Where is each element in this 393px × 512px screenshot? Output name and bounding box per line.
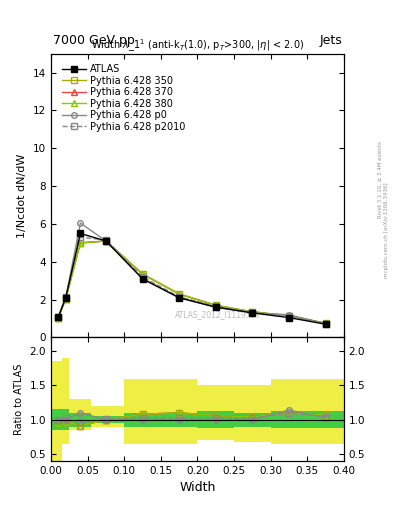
Line: Pythia 6.428 370: Pythia 6.428 370 — [56, 238, 329, 326]
Pythia 6.428 p2010 — [250, 309, 255, 315]
Pythia 6.428 350 — [286, 313, 291, 319]
Legend: ATLAS, Pythia 6.428 350, Pythia 6.428 370, Pythia 6.428 380, Pythia 6.428 p0, Py: ATLAS, Pythia 6.428 350, Pythia 6.428 37… — [59, 61, 188, 135]
Pythia 6.428 p0 — [177, 295, 182, 301]
Pythia 6.428 p0 — [323, 321, 328, 327]
Pythia 6.428 p2010 — [140, 274, 145, 280]
Pythia 6.428 370 — [78, 240, 83, 246]
ATLAS — [213, 304, 218, 310]
Pythia 6.428 350 — [213, 302, 218, 308]
Pythia 6.428 380 — [140, 271, 145, 277]
Line: Pythia 6.428 380: Pythia 6.428 380 — [56, 238, 329, 326]
Pythia 6.428 350 — [250, 309, 255, 315]
Line: ATLAS: ATLAS — [56, 230, 329, 327]
Text: ATLAS_2012_I1119557: ATLAS_2012_I1119557 — [175, 310, 261, 319]
Pythia 6.428 380 — [250, 309, 255, 315]
Pythia 6.428 p2010 — [56, 313, 61, 319]
Pythia 6.428 p2010 — [63, 294, 68, 300]
Pythia 6.428 380 — [63, 295, 68, 302]
Pythia 6.428 370 — [323, 320, 328, 326]
ATLAS — [323, 321, 328, 327]
Y-axis label: 1/Ncdot dN/dW: 1/Ncdot dN/dW — [17, 154, 28, 238]
Pythia 6.428 p0 — [63, 295, 68, 301]
Pythia 6.428 p0 — [140, 276, 145, 282]
Y-axis label: Ratio to ATLAS: Ratio to ATLAS — [14, 364, 24, 435]
Pythia 6.428 p0 — [56, 313, 61, 319]
Pythia 6.428 350 — [78, 240, 83, 246]
Pythia 6.428 370 — [286, 313, 291, 319]
Pythia 6.428 380 — [78, 240, 83, 246]
Pythia 6.428 350 — [323, 320, 328, 326]
Pythia 6.428 350 — [56, 314, 61, 321]
Pythia 6.428 380 — [104, 238, 108, 244]
Pythia 6.428 350 — [177, 291, 182, 297]
Pythia 6.428 350 — [104, 238, 108, 244]
ATLAS — [250, 310, 255, 316]
Pythia 6.428 p2010 — [104, 237, 108, 243]
Pythia 6.428 370 — [56, 314, 61, 321]
Text: mcplots.cern.ch [arXiv:1306.3436]: mcplots.cern.ch [arXiv:1306.3436] — [384, 183, 389, 278]
Text: Jets: Jets — [320, 34, 343, 47]
ATLAS — [286, 314, 291, 321]
Pythia 6.428 p2010 — [177, 294, 182, 300]
ATLAS — [104, 238, 108, 244]
Pythia 6.428 370 — [213, 302, 218, 308]
Pythia 6.428 370 — [63, 295, 68, 302]
Pythia 6.428 p0 — [250, 310, 255, 316]
Line: Pythia 6.428 350: Pythia 6.428 350 — [56, 238, 329, 326]
Pythia 6.428 p2010 — [78, 234, 83, 240]
Pythia 6.428 380 — [56, 314, 61, 321]
Text: Rivet 3.1.10, ≥ 3.4M events: Rivet 3.1.10, ≥ 3.4M events — [378, 141, 383, 218]
Pythia 6.428 380 — [213, 302, 218, 308]
Pythia 6.428 380 — [177, 291, 182, 297]
Pythia 6.428 p0 — [286, 312, 291, 318]
ATLAS — [63, 295, 68, 301]
Pythia 6.428 380 — [286, 313, 291, 319]
ATLAS — [78, 230, 83, 237]
Pythia 6.428 p2010 — [323, 321, 328, 327]
Pythia 6.428 370 — [104, 238, 108, 244]
Line: Pythia 6.428 p2010: Pythia 6.428 p2010 — [56, 234, 329, 327]
Title: Width $\lambda\_1^1$ (anti-k$_T$(1.0), p$_T$>300, $|\eta|$ < 2.0): Width $\lambda\_1^1$ (anti-k$_T$(1.0), p… — [91, 37, 304, 54]
Pythia 6.428 380 — [323, 320, 328, 326]
Pythia 6.428 370 — [177, 291, 182, 297]
Pythia 6.428 350 — [140, 271, 145, 277]
Pythia 6.428 350 — [63, 295, 68, 302]
Line: Pythia 6.428 p0: Pythia 6.428 p0 — [56, 220, 329, 327]
Pythia 6.428 p0 — [104, 238, 108, 244]
X-axis label: Width: Width — [179, 481, 216, 494]
Text: 7000 GeV pp: 7000 GeV pp — [53, 34, 135, 47]
ATLAS — [177, 295, 182, 301]
Pythia 6.428 p2010 — [286, 313, 291, 319]
Pythia 6.428 370 — [250, 309, 255, 315]
ATLAS — [140, 276, 145, 282]
Pythia 6.428 p2010 — [213, 303, 218, 309]
ATLAS — [56, 313, 61, 319]
Pythia 6.428 370 — [140, 271, 145, 277]
Pythia 6.428 p0 — [78, 220, 83, 226]
Pythia 6.428 p0 — [213, 304, 218, 310]
